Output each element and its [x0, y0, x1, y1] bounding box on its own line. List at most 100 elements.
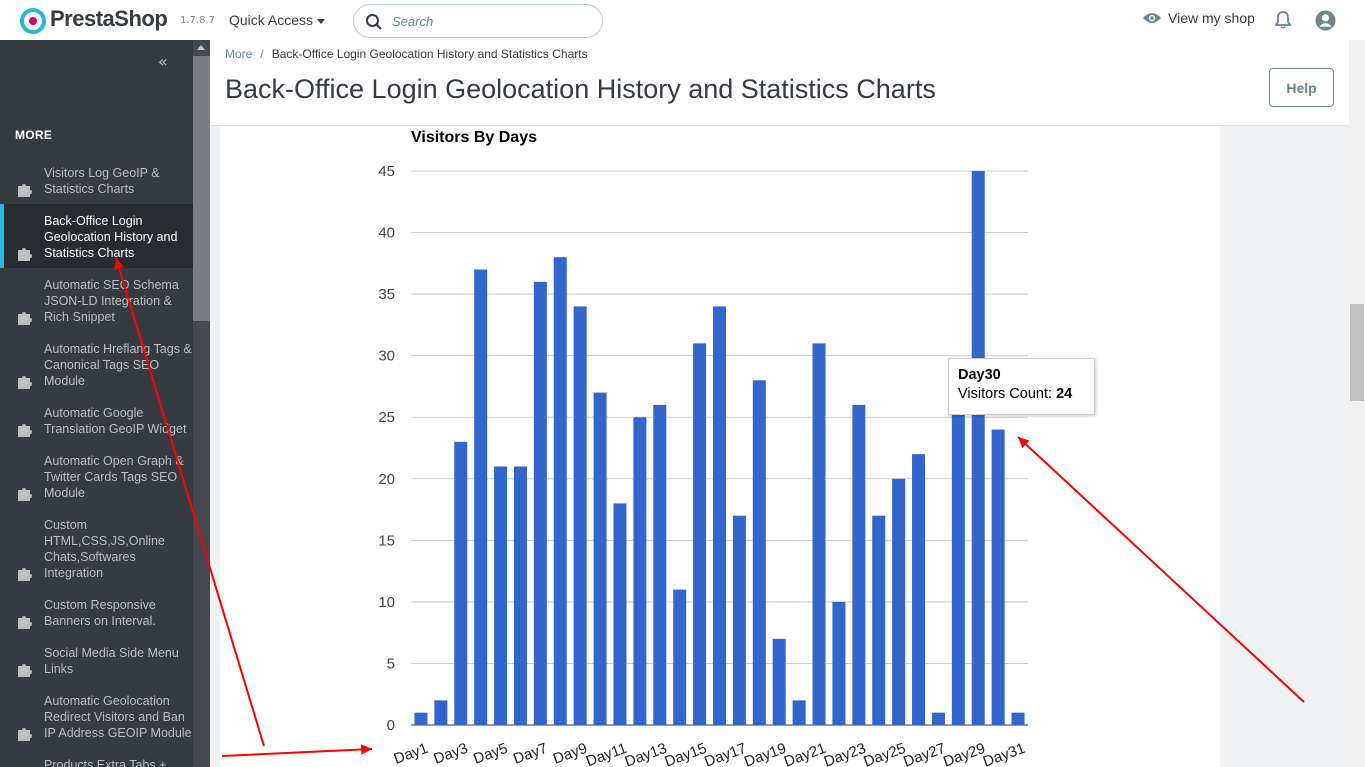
bar-day10[interactable] [593, 392, 607, 725]
bar-day16[interactable] [713, 306, 726, 725]
bar-day4[interactable] [474, 269, 488, 725]
bar-day2[interactable] [434, 700, 448, 725]
bar-day27[interactable] [931, 712, 945, 725]
sidebar-item-backoffice-login-geolocation[interactable]: Back-Office Login Geolocation History an… [0, 204, 193, 268]
puzzle-icon [18, 376, 32, 389]
sidebar-item-label: Automatic Hreflang Tags & Canonical Tags… [44, 342, 192, 388]
bar-day6[interactable] [513, 466, 527, 725]
help-button[interactable]: Help [1269, 68, 1334, 107]
bar-day19[interactable] [772, 638, 786, 725]
x-tick-label: Day1 [392, 740, 431, 767]
sidebar-scrollbar-thumb[interactable] [193, 56, 210, 321]
x-tick-label: Day11 [584, 740, 630, 767]
sidebar-item-label: Visitors Log GeoIP & Statistics Charts [44, 166, 160, 196]
bar-day1[interactable] [414, 712, 428, 725]
bar-day8[interactable] [553, 257, 567, 725]
page-scrollbar-thumb[interactable] [1350, 304, 1364, 401]
bar-day21[interactable] [812, 343, 826, 725]
x-tick-label: Day17 [702, 740, 749, 767]
page-title: Back-Office Login Geolocation History an… [225, 74, 936, 104]
bar-day30[interactable] [991, 429, 1005, 725]
sidebar-item-social-media[interactable]: Social Media Side Menu Links [0, 644, 193, 684]
y-tick-label: 40 [378, 225, 395, 242]
y-tick-label: 30 [378, 348, 395, 365]
breadcrumb-separator: / [260, 47, 264, 61]
bar-day7[interactable] [533, 281, 547, 725]
bar-day12[interactable] [633, 417, 647, 725]
view-my-shop-link[interactable]: View my shop [1142, 10, 1255, 26]
collapse-sidebar-icon[interactable]: « [158, 52, 168, 71]
bar-day5[interactable] [494, 466, 508, 725]
sidebar-item-open-graph[interactable]: Automatic Open Graph & Twitter Cards Tag… [0, 452, 193, 508]
sidebar-item-hreflang[interactable]: Automatic Hreflang Tags & Canonical Tags… [0, 340, 193, 396]
sidebar-item-label: Social Media Side Menu Links [44, 646, 179, 676]
sidebar-item-seo-schema[interactable]: Automatic SEO Schema JSON-LD Integration… [0, 276, 193, 332]
sidebar-item-label: Custom HTML,CSS,JS,Online Chats,Software… [44, 518, 165, 580]
bar-day11[interactable] [613, 503, 627, 725]
x-tick-label: Day23 [822, 740, 869, 767]
chart-title: Visitors By Days [411, 129, 537, 146]
y-tick-label: 25 [378, 409, 395, 426]
bar-day31[interactable] [1011, 712, 1025, 725]
prestashop-logo-icon[interactable] [20, 8, 46, 34]
puzzle-icon [18, 488, 32, 501]
bar-day28[interactable] [951, 404, 965, 725]
bar-day9[interactable] [573, 306, 587, 725]
sidebar-item-label: Automatic Open Graph & Twitter Cards Tag… [44, 454, 184, 500]
x-tick-label: Day27 [901, 740, 948, 767]
bar-day26[interactable] [912, 454, 926, 725]
bar-day14[interactable] [673, 589, 687, 725]
x-tick-label: Day25 [861, 740, 908, 767]
arrow-to-sidebar-item [114, 257, 265, 747]
sidebar-item-visitors-log[interactable]: Visitors Log GeoIP & Statistics Charts [0, 164, 193, 212]
chart-bars [414, 171, 1025, 725]
bar-day15[interactable] [693, 343, 707, 725]
puzzle-icon [18, 728, 32, 741]
bell-icon[interactable] [1273, 10, 1293, 30]
bar-day22[interactable] [832, 601, 846, 725]
sidebar-item-geolocation-redirect[interactable]: Automatic Geolocation Redirect Visitors … [0, 692, 193, 748]
bar-day25[interactable] [892, 478, 906, 725]
puzzle-icon [18, 424, 32, 437]
eye-icon [1143, 13, 1161, 23]
annotation-arrows [114, 257, 1305, 757]
sidebar-item-products-extra-tabs[interactable]: Products Extra Tabs + [0, 756, 193, 767]
brand-name[interactable]: PrestaShop [50, 6, 168, 31]
bar-day23[interactable] [852, 404, 866, 725]
x-tick-label: Day21 [782, 740, 829, 767]
y-tick-label: 0 [387, 717, 395, 734]
y-tick-label: 45 [378, 163, 395, 180]
sidebar-item-custom-banners[interactable]: Custom Responsive Banners on Interval. [0, 596, 193, 636]
bar-day20[interactable] [792, 700, 806, 725]
breadcrumb-current: Back-Office Login Geolocation History an… [271, 47, 588, 61]
breadcrumb-parent[interactable]: More [225, 47, 253, 61]
sidebar-item-label: Back-Office Login Geolocation History an… [44, 214, 178, 260]
scroll-up-arrow-icon[interactable] [197, 45, 205, 50]
page-scrollbar[interactable] [1349, 40, 1365, 767]
x-tick-label: Day5 [471, 740, 510, 767]
bar-day13[interactable] [653, 404, 667, 725]
puzzle-icon [18, 312, 32, 325]
chart-y-ticks: 0 5 10 15 20 25 30 35 40 45 [378, 163, 395, 734]
sidebar-item-label: Products Extra Tabs + [44, 758, 167, 767]
user-account-icon[interactable] [1315, 10, 1336, 31]
bar-day3[interactable] [454, 441, 468, 725]
bar-day17[interactable] [732, 515, 746, 725]
chart-x-ticks: Day1 Day3 Day5 Day7 Day9Day11Day13Day15Day17… [392, 740, 1028, 767]
bar-day29[interactable] [971, 171, 985, 725]
y-tick-label: 5 [387, 655, 395, 672]
bar-day24[interactable] [872, 515, 886, 725]
sidebar-item-label: Automatic Geolocation Redirect Visitors … [44, 694, 192, 740]
sidebar-scrollbar[interactable] [193, 40, 210, 767]
view-my-shop-label: View my shop [1168, 10, 1255, 26]
bar-day18[interactable] [752, 380, 766, 725]
search-input[interactable] [392, 11, 592, 31]
search-icon[interactable] [365, 13, 383, 31]
search-box[interactable] [353, 4, 603, 38]
quick-access-dropdown[interactable]: Quick Access [229, 12, 326, 28]
sidebar-item-google-translation[interactable]: Automatic Google Translation GeoIP Widge… [0, 404, 193, 444]
chart-tooltip: Day30 Visitors Count: 24 [948, 358, 1095, 415]
puzzle-icon [18, 664, 32, 677]
sidebar-item-custom-html[interactable]: Custom HTML,CSS,JS,Online Chats,Software… [0, 516, 193, 588]
